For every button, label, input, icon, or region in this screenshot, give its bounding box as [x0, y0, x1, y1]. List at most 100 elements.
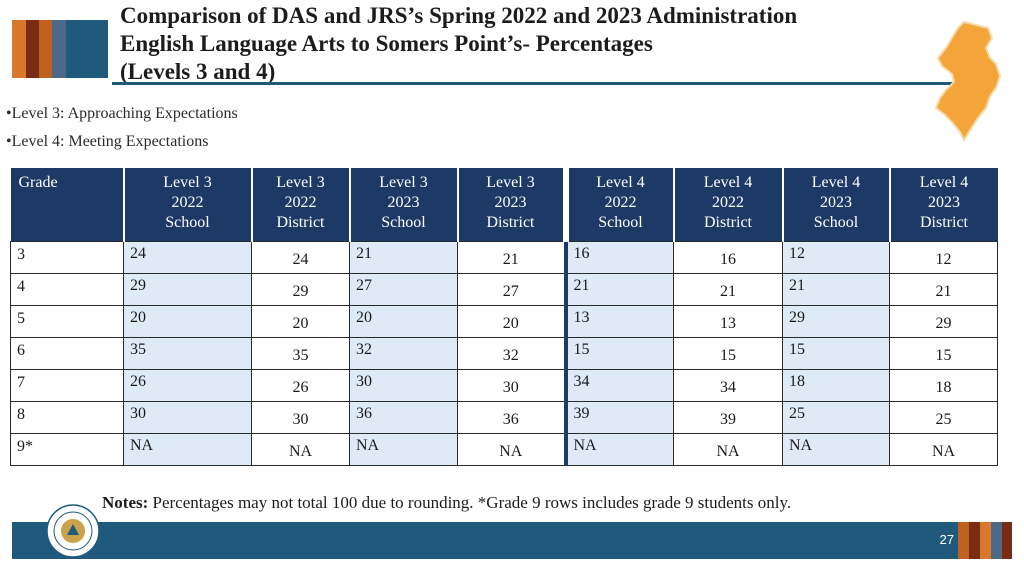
header-l3-2022-school: Level 3 2022 School — [123, 168, 253, 241]
table-cell: 20 — [123, 304, 252, 338]
header-color-stripes — [12, 20, 108, 78]
table-cell: NA — [782, 432, 890, 466]
table-cell: 29 — [889, 304, 998, 338]
table-cell: 16 — [673, 240, 783, 274]
header-l4-2022-district: Level 4 2022 District — [673, 168, 784, 241]
table-cell: 21 — [889, 272, 998, 306]
table-cell: 29 — [251, 272, 350, 306]
header-l4-2022-school: Level 4 2022 School — [565, 168, 675, 241]
table-cell: 13 — [673, 304, 783, 338]
table-cell: 24 — [251, 240, 350, 274]
table-cell: 30 — [349, 368, 458, 402]
title-line-2: English Language Arts to Somers Point’s-… — [120, 31, 653, 56]
table-row: 7 26 26 30 30 34 34 18 18 — [10, 368, 998, 402]
table-cell: 35 — [123, 336, 252, 370]
header-l4-2023-district: Level 4 2023 District — [889, 168, 998, 241]
table-cell: 18 — [889, 368, 998, 402]
table-cell: 12 — [782, 240, 890, 274]
table-cell: 39 — [565, 400, 674, 434]
table-cell: 32 — [457, 336, 568, 370]
table-cell: 21 — [457, 240, 568, 274]
table-row: 6 35 35 32 32 15 15 15 15 — [10, 336, 998, 370]
table-cell: 35 — [251, 336, 350, 370]
header-l3-2023-school: Level 3 2023 School — [349, 168, 459, 241]
grade-cell: 4 — [10, 272, 124, 306]
table-cell: NA — [889, 432, 998, 466]
department-of-education-seal-icon — [46, 504, 100, 558]
grade-cell: 8 — [10, 400, 124, 434]
table-cell: 21 — [673, 272, 783, 306]
level-legend: •Level 3: Approaching Expectations •Leve… — [6, 103, 238, 159]
new-jersey-map-icon — [934, 20, 1002, 143]
table-cell: NA — [251, 432, 350, 466]
table-cell: NA — [457, 432, 568, 466]
table-row: 3 24 24 21 21 16 16 12 12 — [10, 240, 998, 274]
table-cell: 34 — [673, 368, 783, 402]
table-cell: 15 — [673, 336, 783, 370]
header-grade: Grade — [10, 168, 125, 241]
grade-cell: 5 — [10, 304, 124, 338]
table-row: 8 30 30 36 36 39 39 25 25 — [10, 400, 998, 434]
table-cell: 13 — [565, 304, 674, 338]
table-cell: 25 — [889, 400, 998, 434]
header-l3-2023-district: Level 3 2023 District — [457, 168, 569, 241]
table-cell: NA — [673, 432, 783, 466]
title-line-1: Comparison of DAS and JRS’s Spring 2022 … — [120, 3, 798, 28]
table-header-row: Grade Level 3 2022 School Level 3 2022 Distr… — [10, 168, 998, 241]
table-cell: 32 — [349, 336, 458, 370]
table-cell: 39 — [673, 400, 783, 434]
table-cell: 20 — [251, 304, 350, 338]
table-cell: 20 — [349, 304, 458, 338]
grade-cell: 6 — [10, 336, 124, 370]
table-cell: 16 — [565, 240, 674, 274]
table-cell: 34 — [565, 368, 674, 402]
table-cell: 15 — [889, 336, 998, 370]
table-cell: 18 — [782, 368, 890, 402]
footer-bar — [96, 522, 958, 559]
title-divider — [112, 82, 972, 85]
table-cell: 27 — [457, 272, 568, 306]
ela-percentages-table: Grade Level 3 2022 School Level 3 2022 Distr… — [10, 168, 998, 466]
table-row: 9* NA NA NA NA NA NA NA NA — [10, 432, 998, 466]
table-cell: 25 — [782, 400, 890, 434]
page-title: Comparison of DAS and JRS’s Spring 2022 … — [120, 2, 940, 86]
notes-label: Notes: — [102, 493, 149, 512]
legend-label: Level 4: Meeting Expectations — [11, 133, 209, 150]
table-cell: 27 — [349, 272, 458, 306]
table-cell: 15 — [782, 336, 890, 370]
table-cell: 30 — [457, 368, 568, 402]
footnote: Notes: Percentages may not total 100 due… — [102, 493, 791, 513]
table-cell: 36 — [457, 400, 568, 434]
legend-item-level-4: •Level 4: Meeting Expectations — [6, 133, 209, 150]
grade-cell: 9* — [10, 432, 124, 466]
table-cell: 21 — [782, 272, 890, 306]
table-cell: 12 — [889, 240, 998, 274]
table-cell: 26 — [251, 368, 350, 402]
legend-item-level-3: •Level 3: Approaching Expectations — [6, 105, 238, 122]
grade-cell: 3 — [10, 240, 124, 274]
table-cell: 21 — [349, 240, 458, 274]
table-cell: 30 — [251, 400, 350, 434]
page-number: 27 — [939, 532, 954, 547]
table-cell: 26 — [123, 368, 252, 402]
table-cell: NA — [349, 432, 458, 466]
table-row: 5 20 20 20 20 13 13 29 29 — [10, 304, 998, 338]
table-cell: 36 — [349, 400, 458, 434]
footer-color-stripes — [958, 522, 1012, 559]
table-cell: 30 — [123, 400, 252, 434]
table-cell: 29 — [123, 272, 252, 306]
table-row: 4 29 29 27 27 21 21 21 21 — [10, 272, 998, 306]
title-line-3: (Levels 3 and 4) — [120, 59, 276, 84]
header-l4-2023-school: Level 4 2023 School — [782, 168, 891, 241]
legend-label: Level 3: Approaching Expectations — [11, 105, 238, 122]
table-cell: 15 — [565, 336, 674, 370]
header-l3-2022-district: Level 3 2022 District — [251, 168, 351, 241]
notes-text: Percentages may not total 100 due to rou… — [148, 493, 792, 512]
table-cell: NA — [123, 432, 252, 466]
table-cell: NA — [565, 432, 674, 466]
grade-cell: 7 — [10, 368, 124, 402]
table-cell: 20 — [457, 304, 568, 338]
table-cell: 29 — [782, 304, 890, 338]
table-cell: 21 — [565, 272, 674, 306]
table-cell: 24 — [123, 240, 252, 274]
